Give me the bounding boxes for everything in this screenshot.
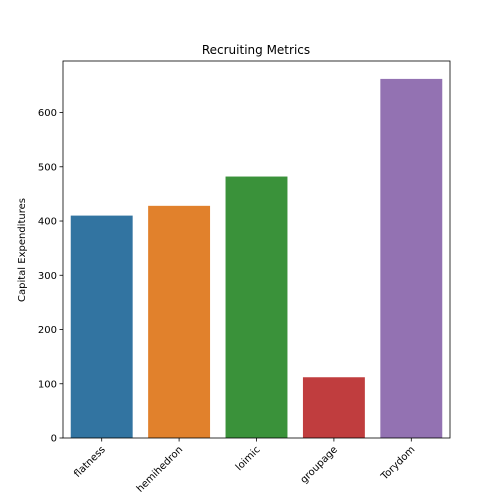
chart-title: Recruiting Metrics: [202, 43, 310, 57]
y-tick-label: 600: [38, 108, 57, 119]
y-tick-label: 200: [38, 325, 57, 336]
x-tick-label: groupage: [299, 444, 340, 485]
x-tick-label: loimic: [234, 444, 263, 473]
y-axis-label: Capital Expenditures: [17, 198, 28, 302]
y-axis: 0 100 200 300 400 500 600: [38, 108, 63, 445]
bar-torydom: [380, 78, 443, 439]
bar-groupage: [302, 377, 365, 438]
bar-loimic: [225, 176, 288, 439]
y-tick-label: 500: [38, 162, 57, 173]
y-tick-label: 100: [38, 379, 57, 390]
bar-hemihedron: [148, 205, 211, 438]
x-tick-label: Torydom: [379, 444, 418, 483]
y-tick-label: 0: [51, 434, 57, 445]
y-tick-label: 400: [38, 217, 57, 228]
plot-frame: [62, 60, 451, 439]
x-axis: flatness hemihedron loimic groupage Torydom: [72, 438, 417, 495]
y-tick-label: 300: [38, 271, 57, 282]
bars-group: [70, 78, 443, 439]
bar-flatness: [70, 215, 133, 438]
x-tick-label: flatness: [72, 444, 108, 480]
x-tick-label: hemihedron: [135, 444, 185, 494]
